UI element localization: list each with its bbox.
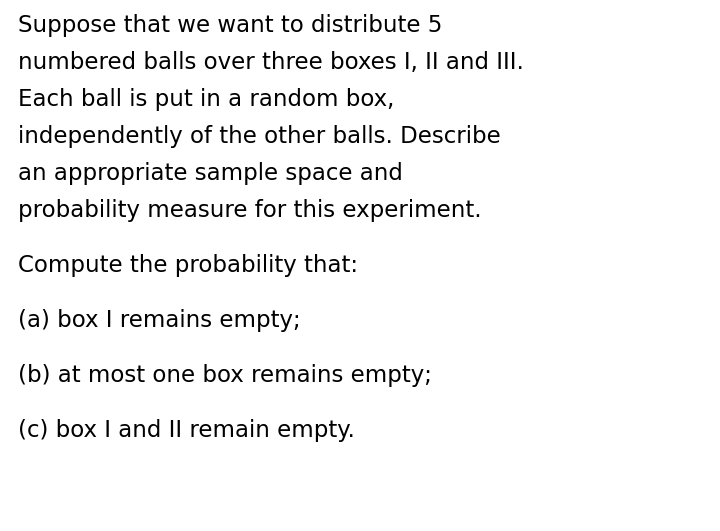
Text: Suppose that we want to distribute 5: Suppose that we want to distribute 5 [18, 14, 442, 37]
Text: independently of the other balls. Describe: independently of the other balls. Descri… [18, 125, 500, 148]
Text: (c) box I and II remain empty.: (c) box I and II remain empty. [18, 419, 355, 442]
Text: Compute the probability that:: Compute the probability that: [18, 254, 358, 277]
Text: (a) box I remains empty;: (a) box I remains empty; [18, 309, 301, 332]
Text: Each ball is put in a random box,: Each ball is put in a random box, [18, 88, 395, 111]
Text: probability measure for this experiment.: probability measure for this experiment. [18, 199, 482, 222]
Text: (b) at most one box remains empty;: (b) at most one box remains empty; [18, 364, 432, 387]
Text: numbered balls over three boxes I, II and III.: numbered balls over three boxes I, II an… [18, 51, 524, 74]
Text: an appropriate sample space and: an appropriate sample space and [18, 162, 403, 185]
